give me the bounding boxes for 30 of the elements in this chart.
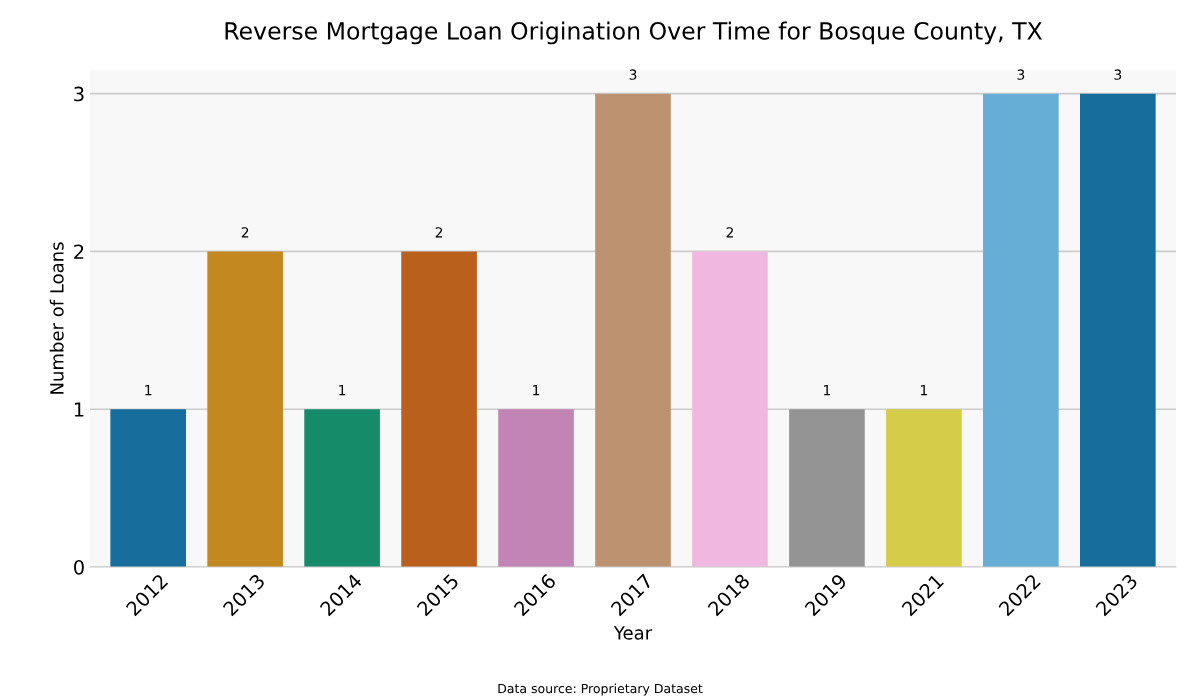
source-note: Data source: Proprietary Dataset	[498, 683, 703, 696]
data-label: 3	[1017, 69, 1025, 80]
data-label: 3	[629, 69, 637, 80]
bar	[1080, 93, 1156, 567]
bar	[401, 251, 477, 567]
data-label: 1	[339, 385, 346, 396]
data-label: 2	[435, 227, 443, 238]
y-axis-title: Number of Loans	[49, 242, 64, 394]
data-label: 1	[533, 385, 540, 396]
bar	[304, 409, 380, 567]
bar	[498, 409, 574, 567]
data-label: 2	[726, 227, 733, 238]
data-label: 3	[1114, 69, 1122, 80]
bar	[110, 409, 186, 567]
chart-title: Reverse Mortgage Loan Origination Over Time for Bosque County, TX	[225, 21, 1043, 45]
y-tick-label: 3	[74, 86, 84, 102]
bar	[983, 93, 1059, 567]
data-label: 1	[145, 385, 152, 396]
data-label: 1	[921, 385, 928, 396]
bar	[886, 409, 962, 567]
y-tick-label: 1	[74, 402, 84, 417]
x-axis-title: Year	[613, 626, 653, 640]
bar	[692, 251, 768, 567]
data-label: 2	[241, 227, 249, 238]
data-label: 1	[824, 385, 831, 396]
bar	[789, 409, 865, 567]
bar	[595, 93, 671, 567]
y-tick-label: 2	[74, 244, 84, 259]
y-tick-label: 0	[74, 559, 84, 575]
bar	[207, 251, 283, 567]
